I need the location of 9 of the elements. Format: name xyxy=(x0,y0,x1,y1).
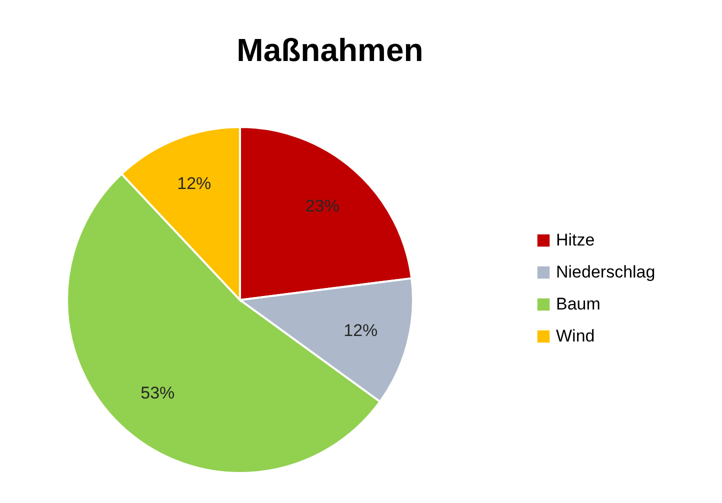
data-label: 53% xyxy=(140,383,175,402)
legend-label: Niederschlag xyxy=(556,262,656,282)
data-label: 12% xyxy=(177,174,212,194)
legend-label: Wind xyxy=(556,326,595,346)
data-label: 12% xyxy=(344,320,378,340)
legend-label: Hitze xyxy=(556,230,595,250)
legend-label: Baum xyxy=(556,294,600,314)
data-label: 23% xyxy=(305,196,340,216)
chart-title: Maßnahmen xyxy=(236,32,424,68)
